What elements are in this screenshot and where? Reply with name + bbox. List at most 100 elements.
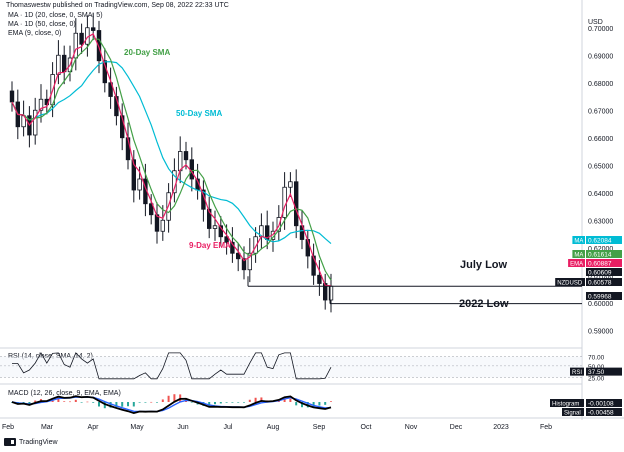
- x-tick-label: Feb: [2, 424, 14, 431]
- macd-histogram-bar: [150, 401, 153, 403]
- histogram-badge-value: -0.00108: [588, 400, 614, 407]
- price-badge-bg: [586, 268, 622, 276]
- macd-histogram-bar: [138, 402, 141, 403]
- macd-histogram-bar: [225, 402, 228, 403]
- candle-up: [288, 181, 293, 188]
- candle-down: [62, 54, 67, 73]
- candle-down: [79, 32, 84, 45]
- badge-label-bg: [572, 236, 585, 244]
- badge-label-bg: [568, 259, 585, 267]
- macd-histogram-bar: [254, 397, 257, 402]
- ema9-line: [11, 33, 332, 287]
- macd-histogram-bar: [318, 402, 321, 406]
- badge-label-bg: [555, 278, 585, 286]
- candle-down: [218, 225, 223, 238]
- candle-down: [317, 274, 322, 284]
- indicator-sma50-label: MA · 1D (50, close, 0): [8, 21, 76, 28]
- signal-badge-bg: [586, 408, 622, 416]
- candle-down: [235, 252, 241, 260]
- candle-up: [33, 109, 38, 136]
- macd-histogram-bar: [28, 402, 31, 404]
- macd-histogram-bar: [80, 402, 83, 403]
- macd-histogram-bar: [243, 402, 245, 403]
- signal-badge-label: Signal: [564, 410, 581, 416]
- macd-histogram-bar: [301, 402, 303, 408]
- candle-down: [224, 236, 229, 243]
- macd-histogram-bar: [74, 399, 77, 402]
- macd-histogram-bar: [324, 402, 327, 405]
- x-tick-label: Feb: [540, 424, 552, 431]
- macd-line: [11, 395, 332, 415]
- price-badge-value: 0.60609: [588, 269, 612, 276]
- y-tick-label: 0.61000: [588, 273, 613, 280]
- x-tick-label: Aug: [267, 424, 280, 431]
- macd-histogram-bar: [231, 402, 234, 403]
- x-tick-label: Nov: [405, 424, 418, 431]
- y-tick-label: 0.59000: [588, 328, 613, 335]
- macd-histogram-bar: [109, 402, 112, 408]
- candle-down: [293, 181, 299, 227]
- y-tick-label: 0.63000: [588, 218, 613, 225]
- candle-up: [177, 151, 183, 172]
- macd-histogram-bar: [69, 401, 71, 403]
- candle-down: [148, 203, 154, 216]
- macd-label: MACD (12, 26, close, 9, EMA, EMA): [8, 390, 121, 397]
- macd-histogram-bar: [190, 402, 193, 403]
- macd-histogram-bar: [214, 402, 216, 405]
- macd-histogram-bar: [103, 402, 106, 409]
- rsi-badge-value: 37.50: [588, 369, 605, 376]
- candle-down: [322, 283, 328, 301]
- macd-histogram-bar: [248, 399, 251, 402]
- candle-up: [212, 225, 218, 229]
- price-badge-bg: [586, 259, 622, 267]
- x-tick-label: Jun: [177, 424, 188, 431]
- candle-down: [102, 60, 107, 84]
- macd-histogram-bar: [98, 402, 100, 407]
- annotation-sma20: 20-Day SMA: [124, 48, 170, 57]
- candle-up: [137, 178, 142, 191]
- y-tick-label: 0.62000: [588, 246, 613, 253]
- y-tick-label: 0.69000: [588, 53, 613, 60]
- macd-histogram-bar: [295, 402, 298, 406]
- macd-histogram-bar: [289, 398, 292, 402]
- rsi-level-label: 70.00: [588, 355, 605, 362]
- macd-histogram-bar: [330, 401, 332, 402]
- candle-up: [253, 236, 258, 254]
- x-tick-label: Sep: [313, 424, 326, 431]
- macd-histogram-bar: [173, 394, 176, 402]
- price-badge-value: 0.61614: [588, 251, 612, 258]
- price-badge-bg: [586, 278, 622, 286]
- price-badge-bg: [586, 236, 622, 244]
- badge-label-bg: [572, 250, 585, 258]
- candle-down: [189, 159, 194, 180]
- candle-down: [183, 151, 189, 161]
- macd-histogram-bar: [34, 400, 37, 402]
- histogram-badge-label: Histogram: [552, 401, 579, 407]
- footer-brand: TradingView: [19, 438, 58, 446]
- macd-histogram-bar: [127, 402, 129, 407]
- rsi-line: [12, 352, 332, 380]
- macd-histogram-bar: [312, 402, 315, 408]
- y-tick-label: 0.66000: [588, 136, 613, 143]
- badge-label: NZDUSD: [557, 280, 583, 286]
- macd-histogram-bar: [115, 402, 118, 408]
- candle-up: [56, 54, 61, 75]
- candle-up: [247, 252, 252, 271]
- annotation-july-low: July Low: [460, 259, 508, 271]
- price-badge-value: 0.60578: [588, 279, 612, 286]
- price-badge-bg: [586, 292, 622, 300]
- x-tick-label: Dec: [450, 424, 463, 431]
- macd-histogram-bar: [283, 397, 286, 402]
- x-tick-label: Jul: [224, 424, 233, 431]
- macd-histogram-bar: [161, 399, 164, 402]
- indicator-sma20-label: MA · 1D (20, close, 0, SMA, 5): [8, 12, 103, 19]
- y-tick-label: 0.68000: [588, 81, 613, 88]
- macd-histogram-bar: [92, 402, 95, 403]
- indicator-ema9-label: EMA (9, close, 0): [8, 30, 62, 37]
- rsi-badge-label-bg: [570, 367, 584, 376]
- x-tick-label: 2023: [493, 424, 509, 431]
- currency-label: USD: [588, 19, 603, 26]
- y-tick-label: 0.65000: [588, 163, 613, 170]
